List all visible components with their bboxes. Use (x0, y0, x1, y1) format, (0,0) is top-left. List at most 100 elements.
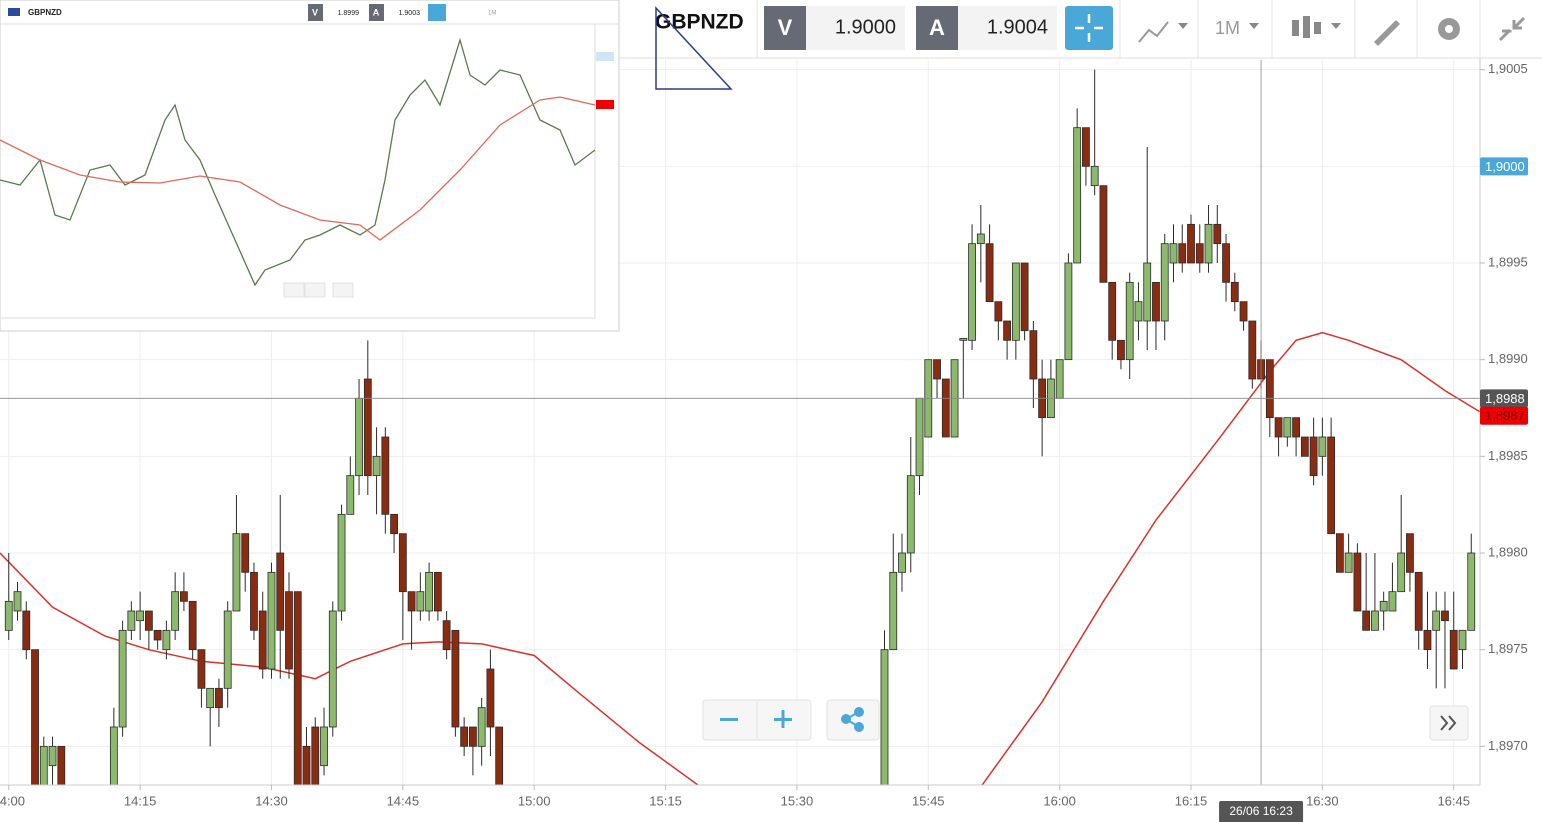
inset-price-trace (0, 37, 596, 287)
timeframe[interactable]: 1M (1215, 18, 1240, 38)
candle-body (1011, 262, 1020, 341)
candle-body (1134, 301, 1143, 322)
x-tick-label: 14:45 (387, 793, 420, 808)
candle-body (346, 475, 355, 515)
toolbar: GBPNZD V 1.9000 A 1.9004 1M (620, 0, 1542, 90)
candle-body (1423, 629, 1432, 651)
candle-body (267, 571, 276, 670)
decoration (428, 4, 446, 21)
candle-body (1353, 552, 1362, 612)
candle-body (1125, 281, 1134, 361)
inset-bid-label: V (312, 7, 318, 17)
candle-body (1213, 223, 1222, 245)
candle-body (1414, 571, 1423, 631)
zoom-in-bar (781, 710, 785, 728)
inset-ask-label: A (373, 7, 380, 17)
scroll-icon (1440, 715, 1457, 731)
indicators-icon[interactable] (1292, 16, 1321, 38)
collapse-icon[interactable] (1498, 16, 1526, 42)
candle-body (898, 552, 906, 573)
x-tick-label: 14:15 (124, 793, 157, 808)
candle-body (136, 610, 145, 622)
x-tick-label: 16:15 (1175, 793, 1208, 808)
candle-body (959, 337, 968, 341)
candle-body (906, 475, 915, 554)
caret (1178, 23, 1188, 29)
crosshair-time-box (1219, 801, 1304, 822)
bid-price: 1.9000 (835, 16, 896, 38)
candle-body (276, 552, 285, 631)
candle-body (1432, 610, 1441, 631)
y-tick-label: 1,8995 (1488, 254, 1528, 269)
candle-body (889, 571, 898, 651)
x-tick-label: 16:45 (1437, 793, 1470, 808)
candle-body (1458, 629, 1467, 651)
crosshair-button[interactable] (1065, 6, 1113, 50)
candle-body (1187, 223, 1195, 264)
x-tick-label: 15:15 (649, 793, 682, 808)
candle-body (1082, 127, 1090, 167)
candle-body (915, 397, 924, 477)
candle-body (1371, 610, 1379, 631)
x-tick-label: 15:45 (912, 793, 945, 808)
candle-body (144, 610, 153, 631)
candle-body (180, 591, 188, 602)
decoration (845, 718, 860, 728)
chart-type-icon[interactable] (1138, 21, 1169, 43)
candle-body (48, 745, 57, 767)
candle-body (215, 687, 223, 709)
x-tick-label: 15:00 (518, 793, 551, 808)
decoration (283, 282, 305, 298)
candle-body (495, 726, 504, 785)
candle-body (250, 571, 258, 631)
scroll-right[interactable] (1429, 705, 1469, 741)
candle-body (197, 649, 206, 689)
candle-body (302, 745, 311, 785)
candle-body (1467, 552, 1476, 631)
candle-body (968, 243, 976, 341)
candle-body (22, 610, 31, 651)
candle-body (232, 533, 241, 612)
decoration (596, 52, 614, 61)
candle-body (1003, 320, 1012, 341)
candle-body (109, 726, 118, 785)
candle-body (1160, 243, 1169, 322)
candle-body (223, 610, 232, 689)
candle-body (1143, 262, 1152, 322)
ask-price: 1.9004 (987, 16, 1048, 38)
candle-body (171, 591, 180, 631)
candle-body (1362, 610, 1371, 631)
candle-body (118, 629, 127, 728)
candle-body (1441, 610, 1449, 622)
share-button[interactable] (826, 699, 880, 741)
candle-body (372, 455, 381, 477)
decoration (845, 711, 860, 720)
zoom-out[interactable] (720, 718, 738, 721)
candle-body (1335, 533, 1344, 573)
candle-body (31, 649, 39, 785)
draw-icon[interactable] (1374, 20, 1400, 46)
bid-label: V (778, 15, 793, 40)
candle-body (39, 745, 48, 785)
ask-box (958, 6, 1057, 50)
x-tick-label: 15:30 (781, 793, 814, 808)
candle-body (425, 571, 434, 612)
candle-body (258, 610, 267, 670)
bid-button[interactable] (764, 6, 806, 50)
decoration (1292, 20, 1299, 36)
ask-button[interactable] (916, 6, 958, 50)
candle-body (320, 726, 328, 767)
price-marker (1480, 406, 1528, 425)
price-marker (1480, 389, 1528, 408)
price-marker-label: 1,9000 (1485, 159, 1525, 174)
annotation-triangle (655, 6, 733, 90)
inset-thumbnail: GBPNZD V 1.8999 A 1.9003 1M (0, 0, 620, 332)
candle-body (355, 397, 363, 477)
candle-body (1292, 417, 1300, 438)
ask-label: A (929, 15, 945, 40)
candle-body (1152, 281, 1160, 322)
candle-body (1449, 629, 1458, 670)
crosshair-time-label: 26/06 16:23 (1229, 804, 1293, 818)
candle-body (1117, 339, 1125, 361)
